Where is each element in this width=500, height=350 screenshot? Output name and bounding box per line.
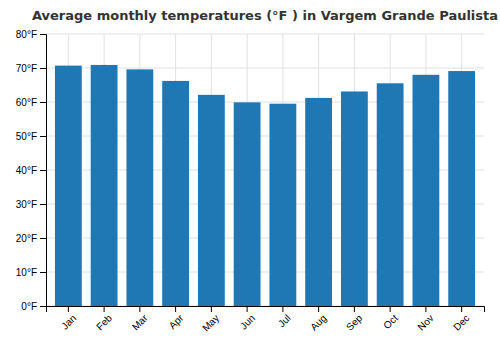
bar: [341, 91, 368, 306]
tick-label: 30°F: [16, 199, 37, 210]
axis-line: [40, 35, 47, 307]
tick-label: 60°F: [16, 97, 37, 108]
tick-label: 0°F: [21, 301, 37, 312]
plot: 0°F 10°F 20°F 30°F 40°F 50°F 60°F 70°F 80°F Jan Fe…: [16, 29, 485, 334]
tick-mark: [40, 306, 46, 307]
tick-label: Jul: [276, 312, 293, 329]
tick-label: 20°F: [16, 233, 37, 244]
tick: 30°F: [16, 199, 46, 210]
tick-mark: [354, 306, 355, 312]
tick: 60°F: [16, 97, 46, 108]
tick: 10°F: [16, 267, 46, 278]
tick: Jul: [276, 306, 293, 329]
tick-mark: [40, 170, 46, 171]
tick-label: Aug: [308, 312, 328, 332]
tick-mark: [139, 306, 140, 312]
tick-mark: [40, 34, 46, 35]
bar: [234, 102, 261, 306]
tick-mark: [175, 306, 176, 312]
tick-label: Jun: [238, 312, 257, 331]
tick-label: Sep: [344, 312, 365, 333]
tick-label: Oct: [381, 312, 400, 331]
bar: [448, 71, 475, 306]
tick-mark: [40, 136, 46, 137]
tick: Apr: [167, 306, 186, 331]
tick-label: May: [200, 312, 221, 333]
tick: Mar: [130, 306, 150, 332]
x-axis: Jan Feb Mar Apr May Jun Jul Aug Sep Oct Nov Dec: [47, 306, 485, 334]
tick-mark: [318, 306, 319, 312]
tick-label: Feb: [94, 312, 114, 332]
tick-label: Nov: [415, 312, 435, 332]
tick: Aug: [308, 306, 328, 333]
tick-mark: [425, 306, 426, 312]
tick: Sep: [344, 306, 365, 333]
tick-mark: [247, 306, 248, 312]
tick: Jan: [59, 306, 78, 332]
bar: [198, 95, 225, 306]
chart: 0°F 10°F 20°F 30°F 40°F 50°F 60°F 70°F 80°F Jan Fe…: [0, 0, 500, 350]
tick-mark: [40, 272, 46, 273]
tick-mark: [282, 306, 283, 312]
tick-label: Apr: [167, 312, 186, 331]
tick-mark: [68, 306, 69, 312]
tick-label: Dec: [451, 312, 471, 332]
bar: [305, 98, 332, 306]
tick-mark: [390, 306, 391, 312]
tick: Dec: [451, 306, 471, 333]
tick-mark: [211, 306, 212, 312]
axis-line: [47, 307, 485, 313]
tick-label: 50°F: [16, 131, 37, 142]
tick: May: [200, 306, 221, 334]
tick: 50°F: [16, 131, 46, 142]
tick: Feb: [94, 306, 114, 332]
tick: Jun: [238, 306, 257, 332]
grid: [46, 34, 484, 306]
bar: [91, 65, 118, 306]
bar: [377, 83, 404, 306]
tick-mark: [461, 306, 462, 312]
tick-mark: [40, 68, 46, 69]
bar: [269, 104, 296, 306]
tick: Oct: [381, 306, 400, 331]
tick: Nov: [415, 306, 435, 333]
tick-label: 80°F: [16, 29, 37, 40]
tick: 80°F: [16, 29, 46, 40]
bars: [55, 65, 475, 306]
tick-label: Jan: [59, 312, 78, 331]
tick-mark: [40, 238, 46, 239]
tick-label: 40°F: [16, 165, 37, 176]
bar: [126, 69, 153, 306]
title: Average monthly temperatures (°F ) in Va…: [32, 8, 498, 23]
bar: [162, 81, 189, 306]
bar: [55, 66, 82, 306]
tick-mark: [40, 204, 46, 205]
tick-mark: [104, 306, 105, 312]
tick: 70°F: [16, 63, 46, 74]
tick-mark: [40, 102, 46, 103]
tick: 0°F: [21, 301, 46, 312]
tick: 40°F: [16, 165, 46, 176]
tick-label: 10°F: [16, 267, 37, 278]
tick: 20°F: [16, 233, 46, 244]
grid-line: [46, 34, 484, 35]
y-axis: 0°F 10°F 20°F 30°F 40°F 50°F 60°F 70°F 80°F: [16, 29, 47, 312]
bar: [412, 75, 439, 306]
tick-label: Mar: [130, 312, 150, 332]
tick-label: 70°F: [16, 63, 37, 74]
